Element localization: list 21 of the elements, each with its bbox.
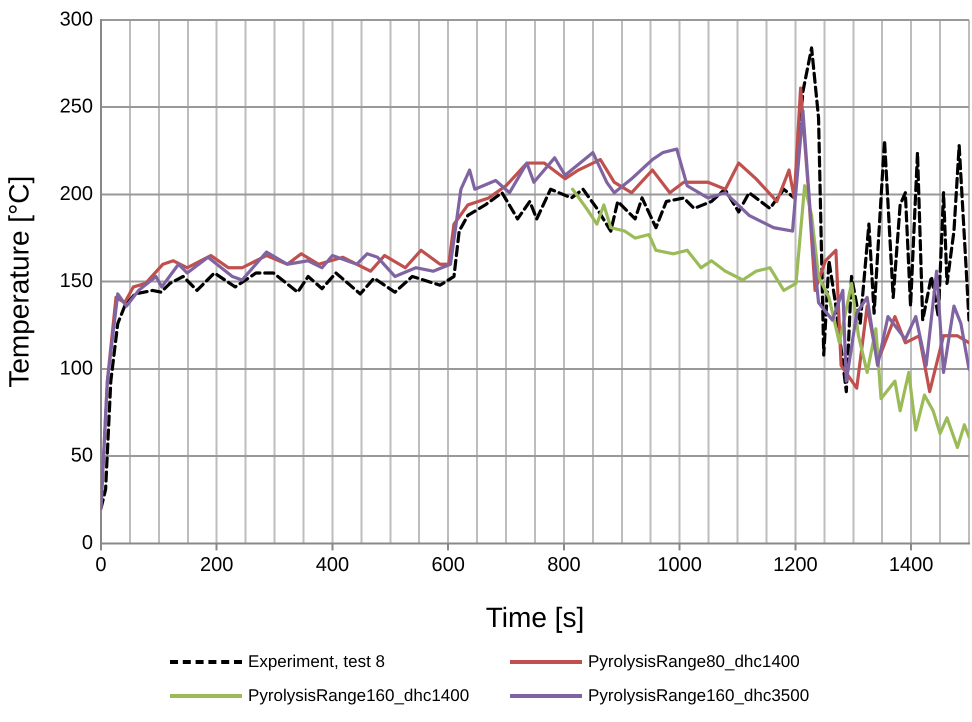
- y-axis-title: Temperature [°C]: [4, 176, 35, 388]
- x-tick-label: 800: [547, 554, 581, 576]
- x-tick-label: 0: [95, 554, 107, 576]
- x-axis-title: Time [s]: [486, 602, 584, 633]
- y-tick-label: 300: [60, 8, 93, 31]
- x-tick-label: 600: [431, 554, 465, 576]
- legend-label: Experiment, test 8: [248, 652, 386, 672]
- y-tick-label: 50: [70, 444, 93, 467]
- x-tick-label: 1200: [773, 554, 818, 576]
- x-tick-label: 1400: [888, 554, 934, 576]
- x-tick-label: 200: [200, 554, 234, 576]
- legend-label: PyrolysisRange160_dhc1400: [248, 686, 470, 706]
- y-tick-label: 0: [82, 532, 93, 554]
- x-tick-label: 400: [316, 554, 350, 576]
- y-tick-label: 100: [60, 357, 93, 380]
- x-tick-label: 1000: [657, 554, 702, 576]
- legend-label: PyrolysisRange160_dhc3500: [588, 686, 810, 706]
- y-tick-label: 150: [60, 270, 93, 292]
- y-tick-label: 250: [60, 96, 93, 118]
- legend-label: PyrolysisRange80_dhc1400: [588, 652, 800, 672]
- y-tick-label: 200: [60, 182, 93, 205]
